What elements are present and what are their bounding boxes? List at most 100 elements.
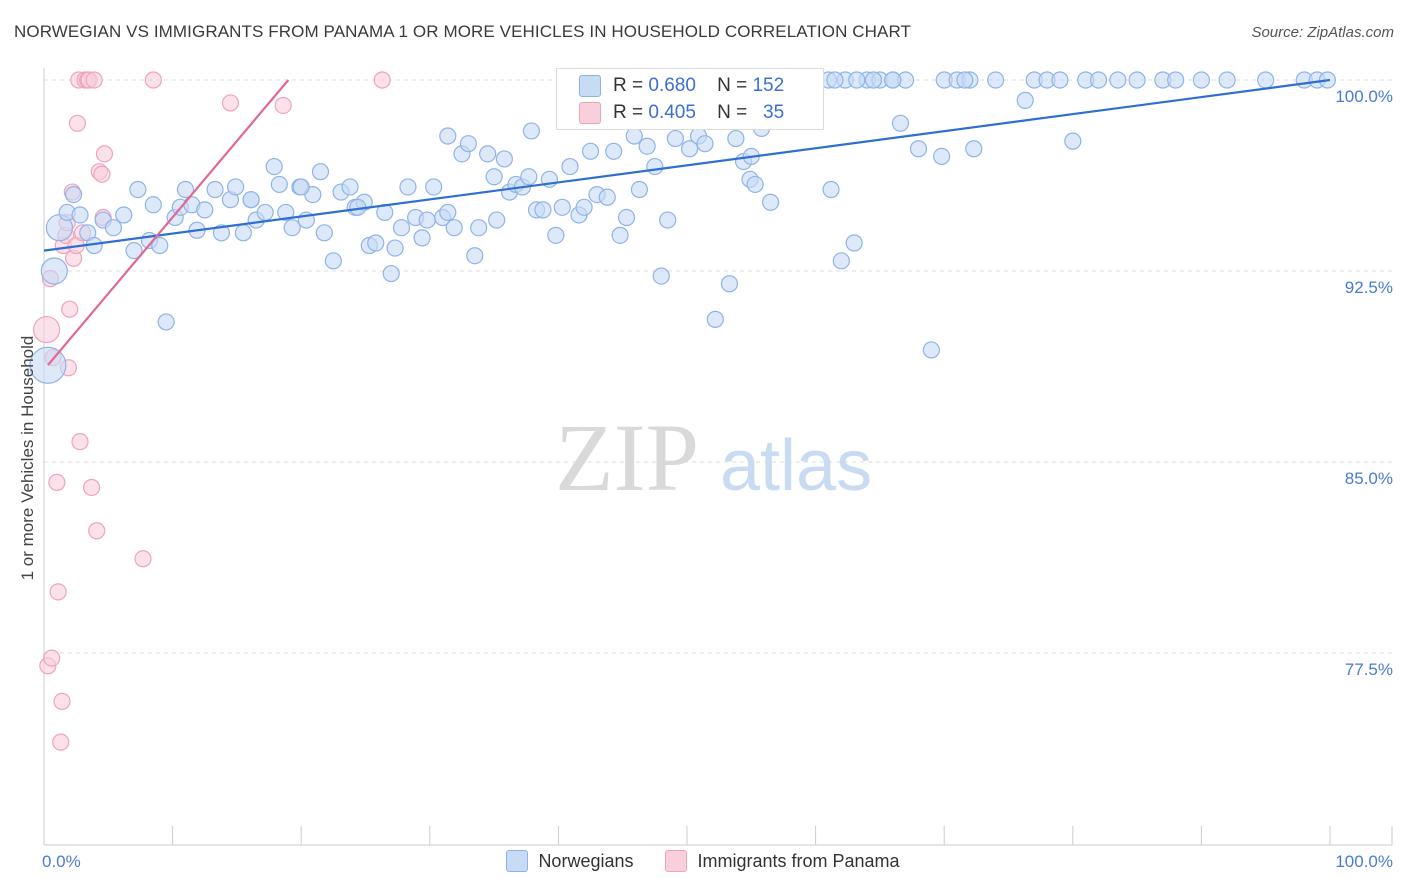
- norwegian-point: [212, 224, 231, 242]
- norwegian-point: [234, 224, 252, 242]
- legend-row-norwegians: R = 0.680 N = 152: [579, 75, 784, 97]
- norwegian-point: [1109, 71, 1127, 89]
- panama-point: [49, 583, 67, 601]
- norwegian-point: [283, 219, 301, 237]
- trend-lines: [43, 78, 1331, 366]
- norwegian-points: [29, 71, 1337, 384]
- norwegian-point: [598, 188, 616, 206]
- norwegian-point: [617, 208, 636, 227]
- norwegian-point: [826, 71, 844, 89]
- legend-swatch-pink: [665, 850, 688, 872]
- norwegian-point: [341, 178, 359, 196]
- panama-point: [274, 96, 292, 115]
- norwegian-point: [324, 252, 342, 270]
- norwegian-point: [459, 135, 477, 153]
- norwegian-point: [987, 71, 1005, 89]
- norwegian-point: [71, 206, 89, 224]
- panama-point: [93, 165, 111, 183]
- norwegian-point: [104, 219, 123, 237]
- panama-point: [32, 315, 61, 344]
- axes: [43, 68, 1393, 846]
- y-axis-label: 1 or more Vehicles in Household: [18, 335, 37, 581]
- norwegian-point: [470, 219, 488, 237]
- legend-n-label: N =: [717, 75, 748, 96]
- panama-point: [144, 71, 162, 89]
- y-tick-92-5: 92.5%: [1344, 278, 1393, 297]
- norwegian-point: [611, 226, 629, 244]
- norwegian-point: [581, 142, 600, 160]
- norwegian-point: [1167, 71, 1185, 89]
- panama-point: [221, 94, 240, 112]
- panama-point: [88, 522, 106, 540]
- norwegian-point: [761, 193, 780, 211]
- norwegian-point: [311, 163, 330, 181]
- panama-trend-line: [47, 79, 290, 366]
- norwegian-point: [292, 178, 310, 196]
- series-legend: Norwegians Immigrants from Panama: [0, 850, 1406, 872]
- panama-point: [134, 550, 152, 568]
- panama-point: [85, 71, 103, 89]
- norwegian-point: [488, 211, 506, 229]
- norwegian-point: [439, 203, 457, 222]
- legend-n-value: 35: [763, 102, 785, 123]
- norwegian-point: [242, 191, 260, 209]
- legend-swatch-blue: [579, 75, 601, 97]
- y-tick-77-5: 77.5%: [1344, 660, 1393, 679]
- norwegian-point: [534, 201, 552, 219]
- norwegian-point: [864, 71, 883, 89]
- panama-point: [52, 733, 70, 751]
- x-tick-left: 0.0%: [42, 852, 81, 871]
- norwegian-point: [575, 198, 593, 216]
- norwegian-point: [727, 129, 745, 148]
- norwegian-point: [646, 157, 664, 176]
- norwegian-point: [1089, 71, 1108, 89]
- legend-swatch-blue: [506, 850, 529, 872]
- norwegian-point: [315, 224, 333, 242]
- norwegian-point: [495, 150, 513, 168]
- norwegian-point: [822, 180, 840, 199]
- x-tick-right: 100.0%: [1335, 852, 1393, 871]
- norwegian-point: [666, 129, 685, 148]
- norwegian-point: [553, 198, 571, 216]
- norwegian-point: [1064, 132, 1082, 150]
- legend-r-label: R =: [613, 75, 644, 96]
- norwegian-point: [832, 252, 850, 270]
- norwegian-point: [382, 264, 400, 283]
- watermark-atlas: atlas: [720, 426, 872, 506]
- norwegian-point: [206, 180, 224, 199]
- norwegian-point: [605, 142, 623, 160]
- norwegian-point: [1218, 71, 1236, 89]
- norwegian-point: [386, 239, 404, 257]
- panama-point: [43, 649, 61, 667]
- norwegians-trend-line: [43, 78, 1331, 252]
- legend-r-label: R =: [613, 102, 644, 123]
- panama-points: [32, 71, 391, 751]
- norwegian-point: [270, 175, 288, 194]
- norwegian-point: [485, 168, 503, 186]
- norwegian-point: [522, 122, 540, 140]
- panama-point: [61, 300, 79, 318]
- norwegian-point: [479, 145, 497, 163]
- norwegian-point: [129, 180, 147, 199]
- norwegian-point: [680, 140, 699, 158]
- chart-source: Source: ZipAtlas.com: [1251, 24, 1394, 41]
- norwegian-point: [1192, 71, 1211, 89]
- norwegian-point: [399, 178, 417, 196]
- norwegian-point: [1128, 71, 1146, 89]
- norwegian-point: [1051, 71, 1069, 89]
- panama-point: [68, 114, 87, 132]
- legend-item-panama[interactable]: Immigrants from Panama: [665, 850, 900, 872]
- stats-legend: R = 0.680 N = 152 R = 0.405 N = 35: [556, 68, 824, 130]
- norwegian-point: [277, 203, 295, 222]
- norwegian-point: [746, 175, 764, 194]
- norwegian-point: [413, 229, 431, 247]
- norwegian-point: [367, 234, 385, 252]
- norwegian-point: [466, 247, 484, 265]
- legend-item-norwegians[interactable]: Norwegians: [506, 850, 633, 872]
- legend-n-value: 152: [752, 75, 785, 96]
- grid-lines: [44, 79, 1395, 654]
- norwegian-point: [1257, 71, 1275, 89]
- legend-label-norwegians: Norwegians: [538, 850, 634, 871]
- norwegian-point: [125, 242, 143, 260]
- norwegian-point: [157, 313, 175, 331]
